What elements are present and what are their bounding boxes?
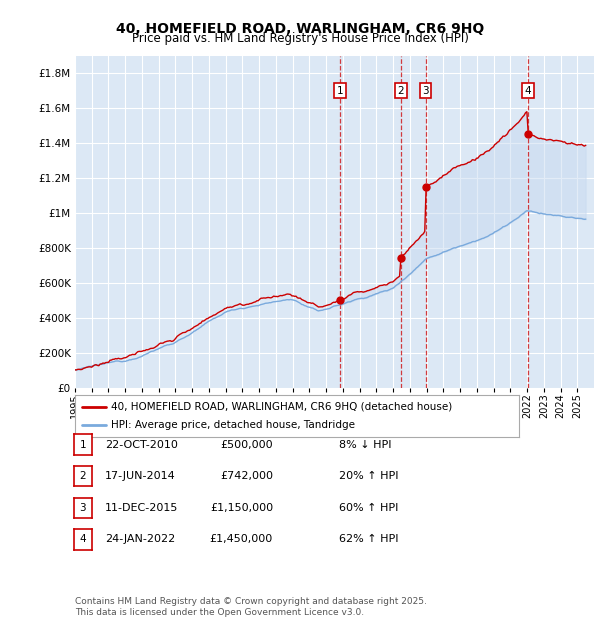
- Text: 4: 4: [525, 86, 532, 95]
- Text: £500,000: £500,000: [220, 440, 273, 450]
- Text: 20% ↑ HPI: 20% ↑ HPI: [339, 471, 398, 481]
- Text: 3: 3: [422, 86, 429, 95]
- Text: Contains HM Land Registry data © Crown copyright and database right 2025.
This d: Contains HM Land Registry data © Crown c…: [75, 598, 427, 617]
- Text: £1,450,000: £1,450,000: [210, 534, 273, 544]
- Text: 8% ↓ HPI: 8% ↓ HPI: [339, 440, 391, 450]
- Text: 1: 1: [79, 440, 86, 450]
- Text: 40, HOMEFIELD ROAD, WARLINGHAM, CR6 9HQ: 40, HOMEFIELD ROAD, WARLINGHAM, CR6 9HQ: [116, 22, 484, 36]
- Text: 11-DEC-2015: 11-DEC-2015: [105, 503, 178, 513]
- Text: £742,000: £742,000: [220, 471, 273, 481]
- Text: 3: 3: [79, 503, 86, 513]
- Text: 2: 2: [79, 471, 86, 481]
- Text: 22-OCT-2010: 22-OCT-2010: [105, 440, 178, 450]
- Text: 62% ↑ HPI: 62% ↑ HPI: [339, 534, 398, 544]
- Text: 40, HOMEFIELD ROAD, WARLINGHAM, CR6 9HQ (detached house): 40, HOMEFIELD ROAD, WARLINGHAM, CR6 9HQ …: [112, 402, 452, 412]
- Text: £1,150,000: £1,150,000: [210, 503, 273, 513]
- Text: 1: 1: [337, 86, 343, 95]
- Text: 4: 4: [79, 534, 86, 544]
- Text: 24-JAN-2022: 24-JAN-2022: [105, 534, 175, 544]
- Text: HPI: Average price, detached house, Tandridge: HPI: Average price, detached house, Tand…: [112, 420, 355, 430]
- Text: 60% ↑ HPI: 60% ↑ HPI: [339, 503, 398, 513]
- Text: 2: 2: [397, 86, 404, 95]
- Text: Price paid vs. HM Land Registry's House Price Index (HPI): Price paid vs. HM Land Registry's House …: [131, 32, 469, 45]
- Text: 17-JUN-2014: 17-JUN-2014: [105, 471, 176, 481]
